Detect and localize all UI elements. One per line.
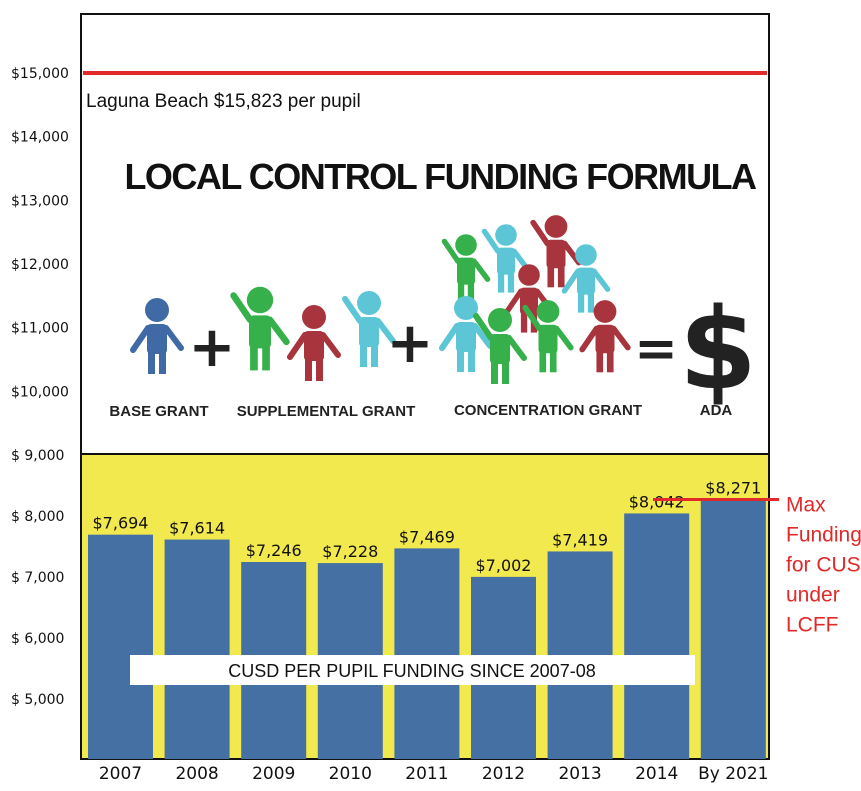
bar bbox=[88, 534, 153, 759]
y-tick-label: $13,000 bbox=[11, 193, 69, 209]
bar-value-label: $7,419 bbox=[552, 530, 608, 549]
max-funding-note-line: Max bbox=[786, 493, 826, 516]
label-base-grant: BASE GRANT bbox=[109, 403, 208, 420]
bar-value-label: $8,042 bbox=[629, 492, 685, 511]
person-icon bbox=[342, 291, 396, 367]
equals-sign: = bbox=[634, 319, 678, 379]
bar-value-label: $8,271 bbox=[705, 478, 761, 497]
label-ada: ADA bbox=[700, 402, 733, 419]
max-funding-line: Max Funding for CUSD under LCFF bbox=[653, 493, 861, 636]
bar-value-label: $7,002 bbox=[476, 556, 532, 575]
y-axis: $ 5,000 $ 6,000 $ 7,000 $ 8,000 $ 9,000 $10,0… bbox=[11, 66, 69, 708]
person-icon bbox=[441, 234, 491, 303]
y-tick-label: $15,000 bbox=[11, 66, 69, 82]
bar-value-label: $7,246 bbox=[246, 541, 302, 560]
person-icon bbox=[130, 298, 184, 374]
plus-sign-2: + bbox=[387, 311, 434, 376]
formula-title: LOCAL CONTROL FUNDING FORMULA bbox=[124, 156, 757, 197]
x-tick-label: 2007 bbox=[99, 764, 142, 784]
y-tick-label: $10,000 bbox=[11, 384, 69, 400]
y-tick-label: $ 6,000 bbox=[11, 631, 64, 647]
dollar-sign: $ bbox=[679, 285, 757, 415]
person-icon bbox=[522, 300, 574, 373]
x-tick-label: 2009 bbox=[252, 764, 295, 784]
y-tick-label: $ 8,000 bbox=[11, 509, 64, 525]
bar-value-label: $7,469 bbox=[399, 527, 455, 546]
person-icon bbox=[473, 308, 527, 384]
label-concentration-grant: CONCENTRATION GRANT bbox=[454, 402, 642, 419]
laguna-beach-label: Laguna Beach $15,823 per pupil bbox=[86, 91, 361, 112]
max-funding-note-line: under bbox=[786, 583, 840, 606]
formula-panel bbox=[80, 13, 770, 455]
x-tick-label: 2014 bbox=[635, 764, 678, 784]
y-tick-label: $12,000 bbox=[11, 257, 69, 273]
person-icon bbox=[230, 286, 290, 371]
person-icon bbox=[579, 300, 631, 373]
person-icon bbox=[561, 244, 611, 313]
max-funding-note-line: LCFF bbox=[786, 613, 839, 636]
y-tick-label: $ 9,000 bbox=[11, 448, 64, 464]
bar bbox=[394, 548, 460, 759]
x-axis: 2007 2008 2009 2010 2011 2012 2013 2014 By 2021 bbox=[99, 764, 769, 784]
y-tick-label: $14,000 bbox=[11, 130, 69, 146]
x-tick-label: By 2021 bbox=[698, 764, 768, 784]
plus-sign-1: + bbox=[189, 315, 236, 380]
people-icons bbox=[130, 215, 631, 384]
reference-line: Laguna Beach $15,823 per pupil bbox=[83, 71, 767, 112]
x-tick-label: 2012 bbox=[482, 764, 525, 784]
bar-value-label: $7,614 bbox=[169, 519, 225, 538]
bar bbox=[700, 499, 766, 759]
bar bbox=[624, 513, 690, 759]
person-icon bbox=[439, 296, 493, 372]
bar-value-label: $7,228 bbox=[322, 542, 378, 561]
bar-value-label: $7,694 bbox=[93, 514, 149, 533]
subtitle-box bbox=[130, 655, 695, 685]
x-tick-label: 2010 bbox=[329, 764, 372, 784]
bar bbox=[164, 539, 230, 759]
label-supplemental-grant: SUPPLEMENTAL GRANT bbox=[237, 403, 416, 420]
x-tick-label: 2008 bbox=[175, 764, 218, 784]
x-tick-label: 2011 bbox=[405, 764, 448, 784]
max-funding-note-line: Funding bbox=[786, 523, 861, 546]
person-icon bbox=[287, 305, 341, 381]
y-tick-label: $11,000 bbox=[11, 321, 69, 337]
max-funding-note-line: for CUSD bbox=[786, 553, 861, 576]
y-tick-label: $ 7,000 bbox=[11, 570, 64, 586]
x-tick-label: 2013 bbox=[558, 764, 601, 784]
formula-graphic: LOCAL CONTROL FUNDING FORMULA + + = $ BA… bbox=[109, 156, 758, 420]
y-tick-label: $ 5,000 bbox=[11, 692, 64, 708]
chart-subtitle: CUSD PER PUPIL FUNDING SINCE 2007-08 bbox=[228, 661, 595, 681]
